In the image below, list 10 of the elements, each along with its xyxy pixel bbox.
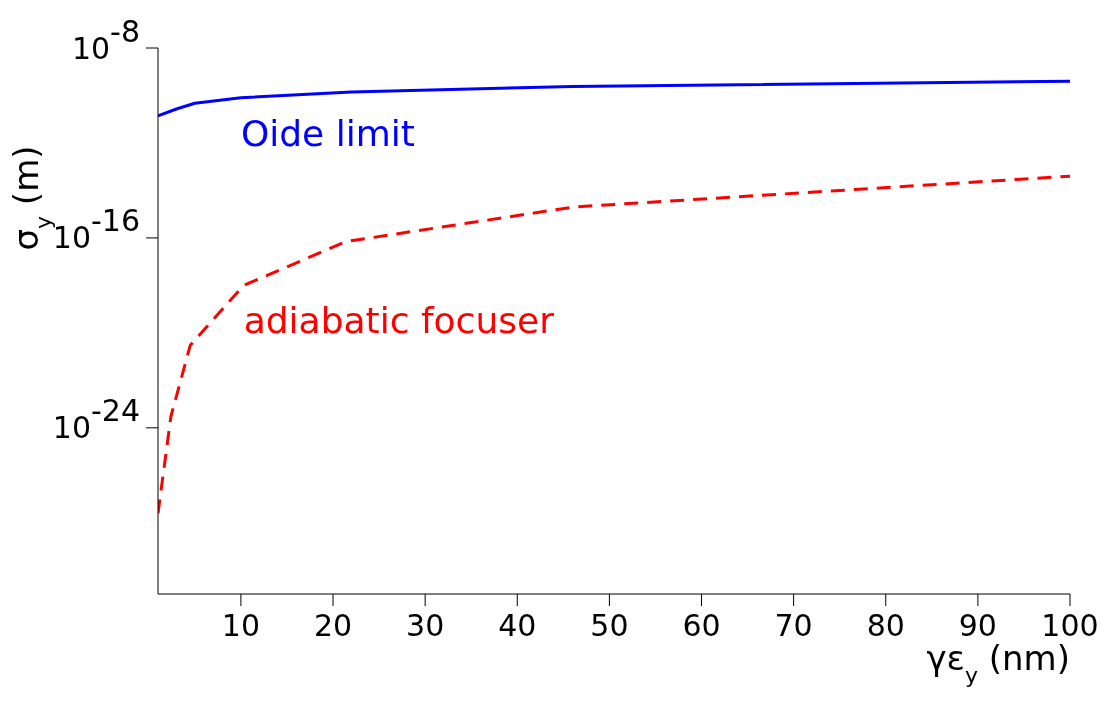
- series-label: adiabatic focuser: [243, 300, 555, 342]
- x-tick-label: 10: [221, 608, 260, 643]
- x-tick-label: 50: [590, 608, 629, 643]
- x-tick-label: 40: [498, 608, 537, 643]
- x-tick-label: 30: [406, 608, 445, 643]
- x-tick-label: 60: [682, 608, 721, 643]
- x-tick-label: 80: [866, 608, 905, 643]
- series-label: Oide limit: [240, 112, 415, 154]
- x-tick-label: 70: [774, 608, 813, 643]
- x-tick-label: 20: [313, 608, 353, 643]
